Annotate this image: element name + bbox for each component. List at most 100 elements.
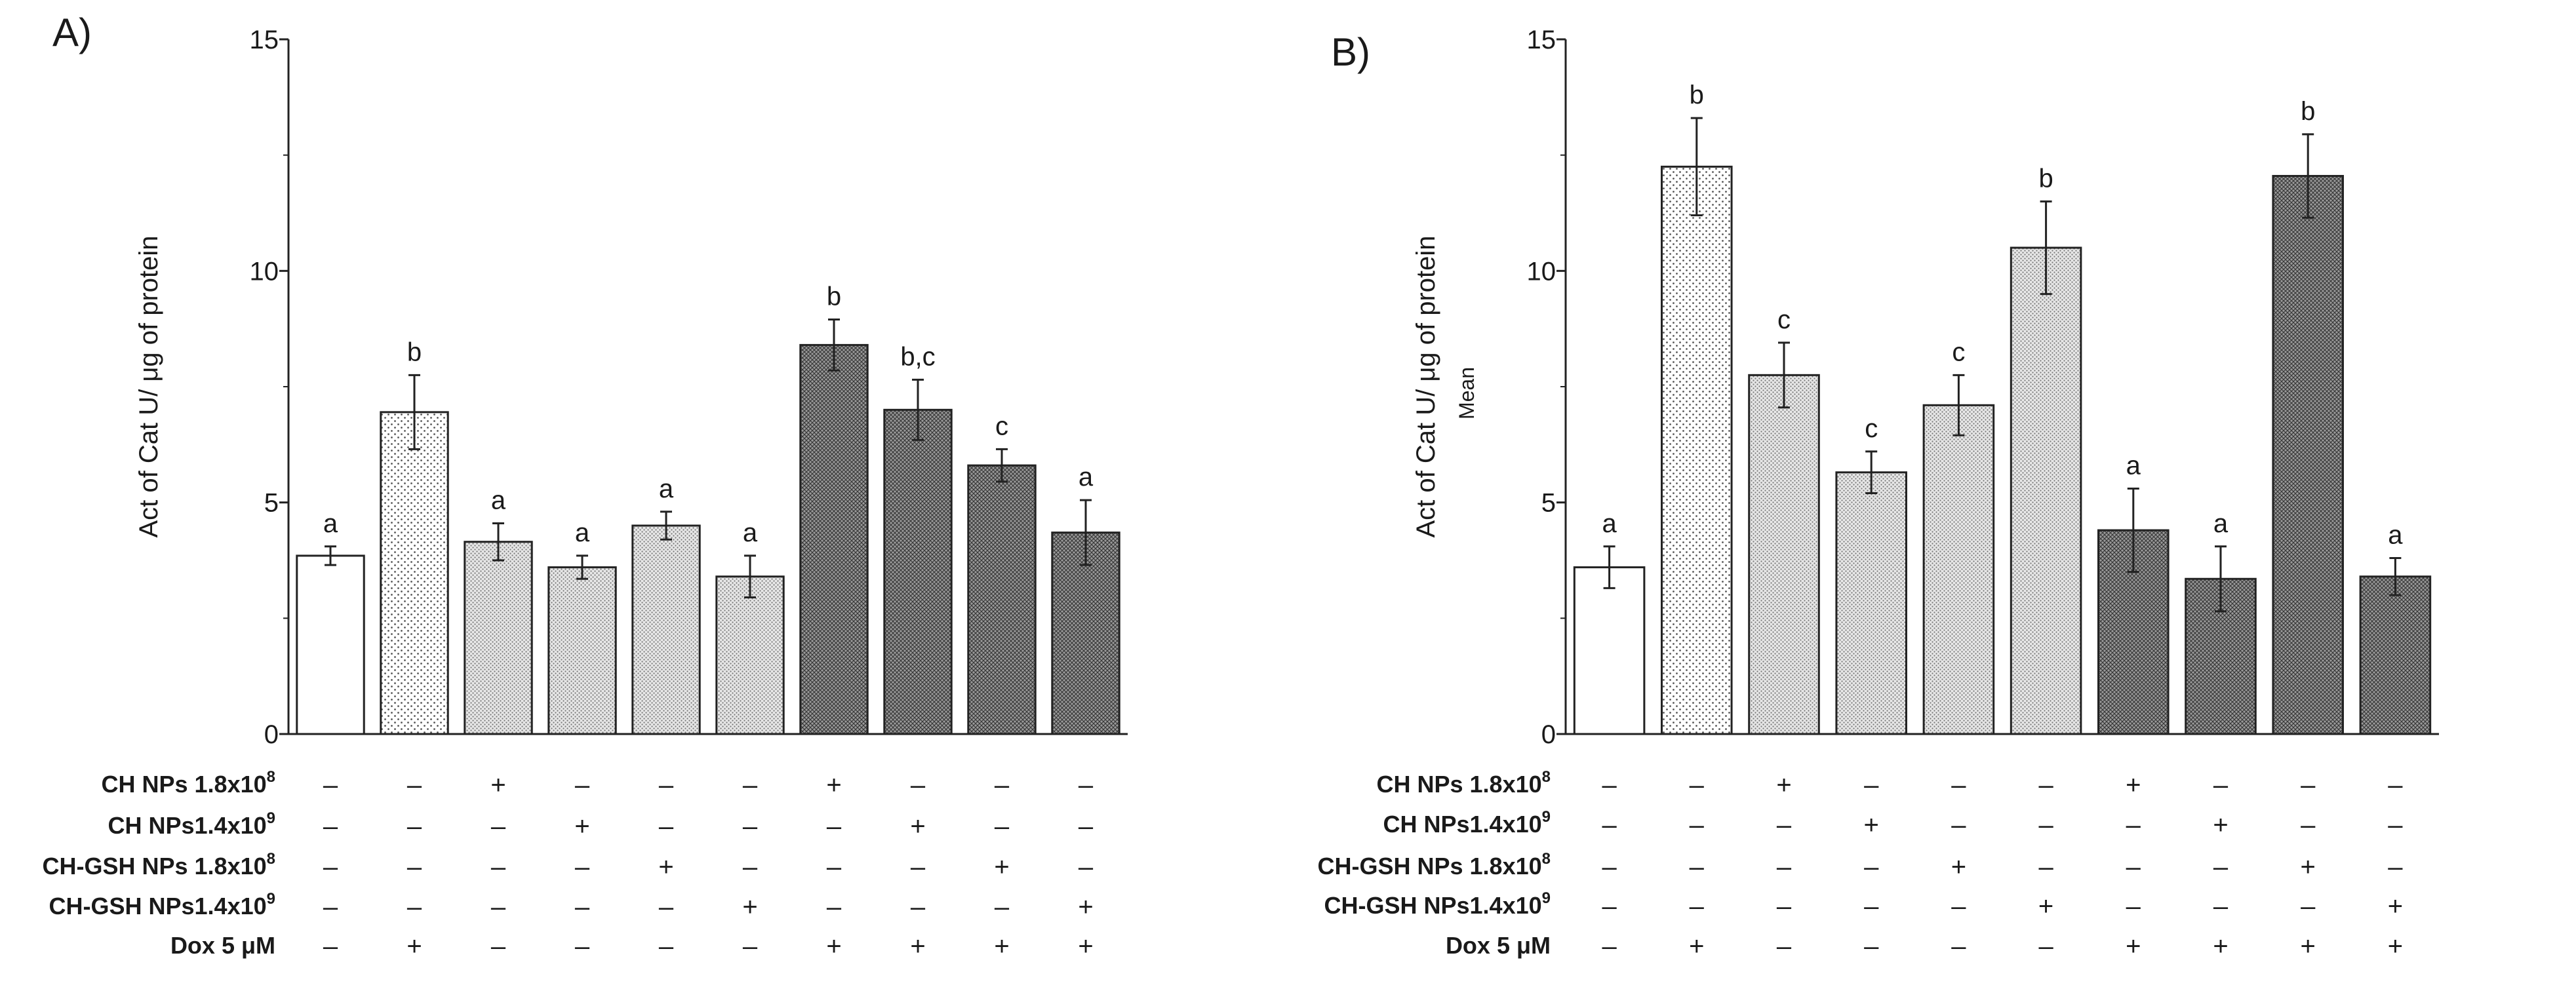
minus-mark: – — [323, 893, 338, 921]
minus-mark: – — [911, 893, 926, 921]
minus-mark: – — [995, 771, 1010, 800]
minus-mark: – — [2301, 892, 2316, 921]
minus-mark: – — [2213, 853, 2229, 881]
treatment-exponent: 9 — [1542, 889, 1551, 907]
bar — [967, 464, 1037, 735]
minus-mark: – — [575, 853, 590, 881]
bar — [799, 343, 869, 735]
treatment-name: CH-GSH NPs 1.8x10 — [43, 853, 267, 880]
significance-label: b — [407, 338, 422, 366]
bar — [883, 408, 953, 735]
minus-mark: – — [2038, 771, 2053, 800]
plus-mark: + — [994, 932, 1009, 961]
treatment-exponent: 9 — [267, 890, 275, 908]
significance-label: b — [827, 282, 841, 311]
y-tick-label: 10 — [1527, 257, 1556, 286]
plus-mark: + — [1078, 893, 1093, 921]
plus-mark: + — [2213, 811, 2228, 840]
bar — [2272, 174, 2344, 735]
plus-mark: + — [2301, 932, 2316, 961]
significance-label: a — [2126, 451, 2141, 480]
minus-mark: – — [995, 893, 1010, 921]
plus-mark: + — [994, 853, 1009, 881]
treatment-name: Dox 5 μM — [170, 932, 275, 959]
y-axis-sublabel: Mean — [1455, 367, 1478, 419]
minus-mark: – — [1777, 811, 1792, 840]
minus-mark: – — [575, 771, 590, 800]
minus-mark: – — [1951, 811, 1966, 840]
minus-mark: – — [827, 853, 842, 881]
significance-label: b — [2301, 97, 2315, 126]
minus-mark: – — [911, 771, 926, 800]
panel-label: A) — [52, 10, 92, 54]
minus-mark: – — [743, 812, 758, 841]
bar — [1835, 471, 1907, 735]
plus-mark: + — [742, 893, 757, 921]
minus-mark: – — [2038, 811, 2053, 840]
treatment-label: Dox 5 μM — [170, 932, 275, 959]
minus-mark: – — [2126, 853, 2141, 881]
treatment-exponent: 9 — [267, 809, 275, 827]
minus-mark: – — [407, 853, 422, 881]
minus-mark: – — [743, 932, 758, 961]
bar — [631, 524, 701, 735]
significance-label: a — [575, 518, 590, 547]
minus-mark: – — [1864, 853, 1879, 881]
plus-mark: + — [826, 771, 841, 800]
bar — [296, 554, 365, 735]
minus-mark: – — [323, 812, 338, 841]
minus-mark: – — [2126, 892, 2141, 921]
treatment-exponent: 8 — [267, 850, 275, 868]
plus-mark: + — [406, 932, 422, 961]
y-tick-label: 15 — [250, 26, 279, 54]
treatment-name: CH-GSH NPs1.4x10 — [49, 893, 267, 919]
minus-mark: – — [659, 893, 674, 921]
bar — [1922, 404, 1995, 735]
y-tick-label: 10 — [250, 257, 279, 286]
minus-mark: – — [827, 893, 842, 921]
minus-mark: – — [995, 812, 1010, 841]
plus-mark: + — [1776, 771, 1791, 800]
minus-mark: – — [491, 893, 506, 921]
plus-mark: + — [910, 932, 925, 961]
treatment-name: CH-GSH NPs 1.8x10 — [1318, 853, 1542, 880]
minus-mark: – — [2126, 811, 2141, 840]
panel-b: B) 0 5 10 15 Act of Cat U/ μg of protein Mean a… — [1318, 26, 2439, 961]
treatment-name: CH NPs1.4x10 — [108, 812, 267, 839]
minus-mark: – — [2213, 892, 2229, 921]
significance-label: a — [659, 474, 674, 503]
minus-mark: – — [1079, 853, 1094, 881]
minus-mark: – — [1079, 771, 1094, 800]
minus-mark: – — [1777, 932, 1792, 961]
minus-mark: – — [575, 932, 590, 961]
bar — [1051, 532, 1120, 735]
minus-mark: – — [2388, 771, 2403, 800]
treatment-name: Dox 5 μM — [1446, 932, 1551, 959]
minus-mark: – — [2038, 932, 2053, 961]
treatment-exponent: 8 — [267, 768, 275, 786]
bar — [1748, 374, 1820, 735]
minus-mark: – — [1951, 892, 1966, 921]
treatment-label: CH-GSH NPs1.4x109 — [1324, 889, 1551, 919]
minus-mark: – — [1951, 771, 1966, 800]
minus-mark: – — [659, 812, 674, 841]
y-tick-label: 5 — [1541, 489, 1556, 518]
significance-label: c — [1777, 305, 1791, 334]
treatment-name: CH NPs1.4x10 — [1383, 811, 1542, 838]
treatment-label: CH-GSH NPs1.4x109 — [49, 890, 276, 919]
minus-mark: – — [407, 812, 422, 841]
minus-mark: – — [1079, 812, 1094, 841]
minus-mark: – — [743, 771, 758, 800]
minus-mark: – — [1690, 811, 1705, 840]
treatment-exponent: 9 — [1542, 808, 1551, 826]
plus-mark: + — [910, 812, 925, 841]
treatment-name: CH NPs 1.8x10 — [1377, 771, 1542, 798]
significance-label: c — [1865, 414, 1878, 443]
bar — [715, 575, 785, 735]
significance-label: b — [2038, 164, 2053, 193]
bar — [464, 541, 533, 735]
minus-mark: – — [743, 853, 758, 881]
treatment-label: CH NPs1.4x109 — [1383, 808, 1551, 838]
